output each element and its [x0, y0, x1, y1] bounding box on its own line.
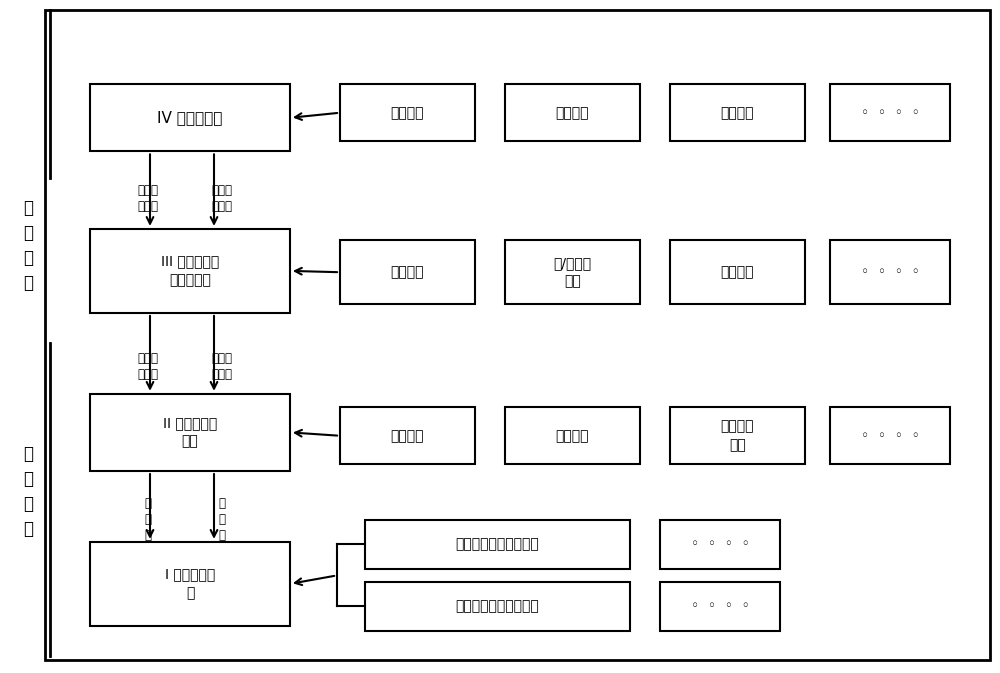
Text: 功率调制: 功率调制 — [391, 106, 424, 120]
Bar — [340, 240, 475, 304]
Bar — [830, 84, 950, 141]
Text: 运行区间: 运行区间 — [391, 429, 424, 443]
Bar — [340, 84, 475, 141]
Text: ◦  ◦  ◦  ◦: ◦ ◦ ◦ ◦ — [861, 106, 919, 120]
Text: ◦  ◦  ◦  ◦: ◦ ◦ ◦ ◦ — [691, 538, 749, 551]
Text: 前风轮变速、变桨控制: 前风轮变速、变桨控制 — [456, 538, 539, 551]
Text: 有功物
理量值: 有功物 理量值 — [138, 184, 158, 213]
Bar — [90, 229, 290, 313]
Bar — [505, 240, 640, 304]
Bar — [670, 84, 805, 141]
Bar — [68, 27, 980, 178]
Bar — [68, 192, 980, 343]
Text: 桨
距
角: 桨 距 角 — [218, 497, 226, 542]
Text: 机
侧
控
制: 机 侧 控 制 — [23, 445, 33, 538]
Text: 无功物
理量值: 无功物 理量值 — [212, 352, 232, 382]
Bar — [68, 357, 980, 508]
Text: 尖
速
比: 尖 速 比 — [144, 497, 152, 542]
Bar — [365, 520, 630, 569]
Bar — [660, 582, 780, 631]
Bar — [830, 240, 950, 304]
Bar — [68, 511, 980, 656]
Bar — [670, 240, 805, 304]
Bar — [90, 394, 290, 471]
Text: 主动共振
穿越: 主动共振 穿越 — [721, 419, 754, 452]
Bar — [90, 542, 290, 626]
Text: 出力协同: 出力协同 — [556, 429, 589, 443]
Text: 故障穿越: 故障穿越 — [721, 265, 754, 279]
Text: ◦  ◦  ◦  ◦: ◦ ◦ ◦ ◦ — [861, 429, 919, 443]
Bar — [830, 407, 950, 464]
Text: 次/超同步
振荡: 次/超同步 振荡 — [553, 256, 592, 289]
Text: III 双风轮机组
系统控制级: III 双风轮机组 系统控制级 — [161, 254, 219, 287]
Text: IV 网源协调级: IV 网源协调级 — [157, 110, 223, 125]
Bar — [670, 407, 805, 464]
Bar — [505, 84, 640, 141]
Text: ◦  ◦  ◦  ◦: ◦ ◦ ◦ ◦ — [861, 265, 919, 279]
Text: 频率调制: 频率调制 — [721, 106, 754, 120]
Text: II 双风轮协调
制级: II 双风轮协调 制级 — [163, 416, 217, 449]
Bar — [340, 407, 475, 464]
Bar — [365, 582, 630, 631]
Bar — [505, 407, 640, 464]
Bar — [660, 520, 780, 569]
Text: 电压调制: 电压调制 — [556, 106, 589, 120]
Text: 有功物
理量值: 有功物 理量值 — [138, 352, 158, 382]
Text: 无功物
理量值: 无功物 理量值 — [212, 184, 232, 213]
Bar — [90, 84, 290, 151]
Text: 后风轮变速、变桨控制: 后风轮变速、变桨控制 — [456, 600, 539, 613]
Text: 网
侧
控
制: 网 侧 控 制 — [23, 199, 33, 292]
Text: 虚拟同步: 虚拟同步 — [391, 265, 424, 279]
Text: ◦  ◦  ◦  ◦: ◦ ◦ ◦ ◦ — [691, 600, 749, 613]
Text: I 单风轮控制
级: I 单风轮控制 级 — [165, 567, 215, 600]
